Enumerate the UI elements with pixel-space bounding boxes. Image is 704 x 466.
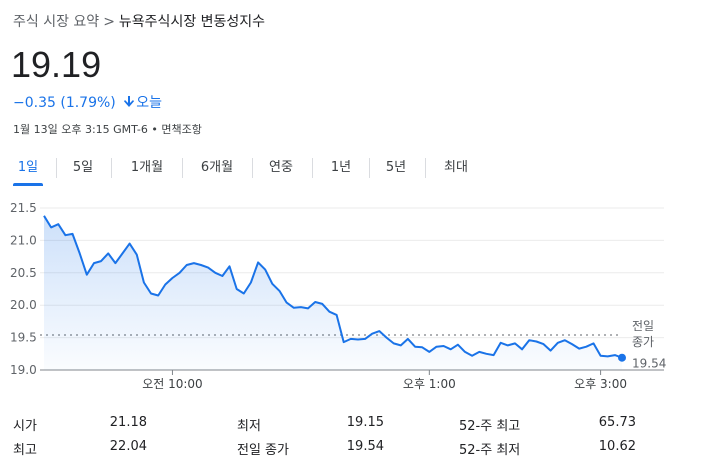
stat-52w-high-label: 52-주 최고 <box>459 419 521 434</box>
stat-high-value: 22.04 <box>109 439 147 454</box>
chart-price-line <box>43 215 623 359</box>
tab-max[interactable]: 최대 <box>444 160 468 175</box>
chart-last-point <box>618 353 626 362</box>
chart-area-fill <box>44 215 622 370</box>
stat-open-label: 시가 <box>13 419 37 434</box>
arrow-down-icon <box>124 96 135 107</box>
y-tick-label: 21.5 <box>10 201 37 215</box>
y-tick-label: 20.5 <box>10 266 37 280</box>
tab-divider <box>425 158 426 178</box>
stat-prev-close-value: 19.54 <box>346 439 384 454</box>
tab-ytd[interactable]: 연중 <box>269 160 293 175</box>
stat-open-value: 21.18 <box>109 415 147 430</box>
price-change-period: 오늘 <box>136 95 162 111</box>
stat-prev-close-label: 전일 종가 <box>237 443 289 458</box>
tab-5d[interactable]: 5일 <box>72 160 94 175</box>
y-tick-label: 19.5 <box>10 331 37 345</box>
stat-low-value: 19.15 <box>346 415 384 430</box>
prev-close-label-line2: 종가 <box>632 335 654 349</box>
tab-1y[interactable]: 1년 <box>330 160 352 175</box>
breadcrumb-current: 뉴욕주식시장 변동성지수 <box>118 14 266 30</box>
price-change-value: −0.35 (1.79%) <box>13 95 116 111</box>
prev-close-value: 19.54 <box>632 357 666 371</box>
x-tick-label: 오전 10:00 <box>142 377 202 391</box>
breadcrumb-separator: > <box>103 14 115 30</box>
price-change: −0.35 (1.79%) 오늘 <box>13 92 162 112</box>
price-chart[interactable]: 21.5 21.0 20.5 20.0 19.5 19.0 오전 10:00 오후 1:00… <box>0 195 704 395</box>
chart-y-axis: 21.5 21.0 20.5 20.0 19.5 19.0 <box>10 201 37 377</box>
tab-divider <box>111 158 112 178</box>
stat-52w-low-label: 52-주 최저 <box>459 443 521 458</box>
stat-52w-low-value: 10.62 <box>598 439 636 454</box>
current-price: 19.19 <box>11 44 102 85</box>
stat-low-label: 최저 <box>237 419 261 434</box>
stat-high-label: 최고 <box>13 443 37 458</box>
y-tick-label: 20.0 <box>10 298 37 312</box>
tab-divider <box>182 158 183 178</box>
tab-1m[interactable]: 1개월 <box>130 160 164 175</box>
quote-timestamp: 1월 13일 오후 3:15 GMT-6 • 면책조항 <box>13 123 202 136</box>
x-tick-label: 오후 3:00 <box>574 377 627 391</box>
tab-6m[interactable]: 6개월 <box>200 160 234 175</box>
tab-5y[interactable]: 5년 <box>385 160 407 175</box>
breadcrumb: 주식 시장 요약 > 뉴욕주식시장 변동성지수 <box>13 11 265 31</box>
chart-x-axis: 오전 10:00 오후 1:00 오후 3:00 <box>142 370 627 391</box>
prev-close-label-line1: 전일 <box>632 319 654 333</box>
x-tick-label: 오후 1:00 <box>403 377 456 391</box>
y-tick-label: 21.0 <box>10 233 37 247</box>
y-tick-label: 19.0 <box>10 363 37 377</box>
stat-52w-high-value: 65.73 <box>598 415 636 430</box>
tab-divider <box>56 158 57 178</box>
tab-1d[interactable]: 1일 <box>13 156 43 186</box>
tab-divider <box>312 158 313 178</box>
tab-divider <box>369 158 370 178</box>
breadcrumb-market-summary-link[interactable]: 주식 시장 요약 <box>13 14 100 30</box>
range-tabs: 1일 5일 1개월 6개월 연중 1년 5년 최대 <box>0 156 704 186</box>
tab-divider <box>252 158 253 178</box>
